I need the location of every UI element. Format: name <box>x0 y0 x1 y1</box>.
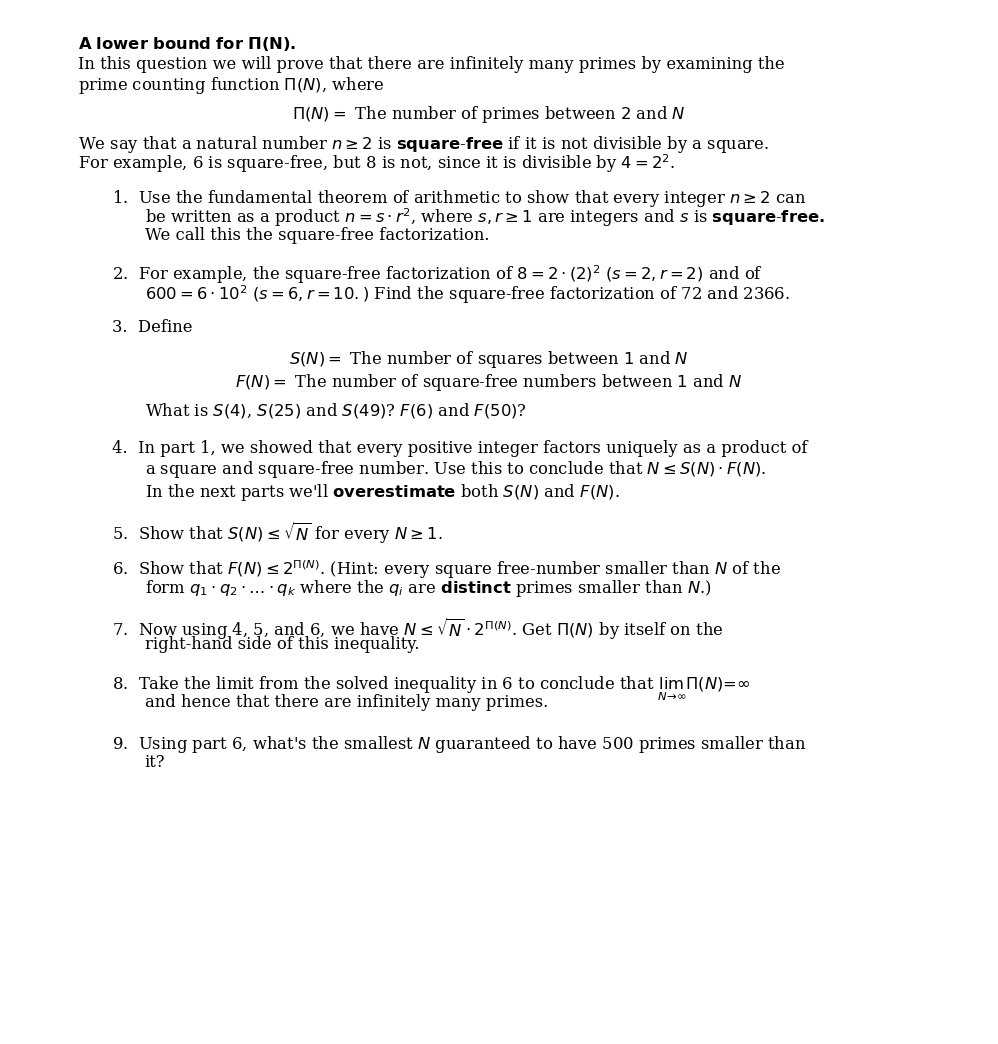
Text: $600 = 6 \cdot 10^2$ $(s = 6, r = 10.)$ Find the square-free factorization of 72: $600 = 6 \cdot 10^2$ $(s = 6, r = 10.)$ … <box>145 283 789 306</box>
Text: 2.  For example, the square-free factorization of $8 = 2 \cdot (2)^2$ $(s = 2, r: 2. For example, the square-free factoriz… <box>113 263 763 286</box>
Text: $S(N) = $ The number of squares between $1$ and $N$: $S(N) = $ The number of squares between … <box>288 349 689 370</box>
Text: and hence that there are infinitely many primes.: and hence that there are infinitely many… <box>145 694 548 711</box>
Text: $\Pi(N) = $ The number of primes between $2$ and $N$: $\Pi(N) = $ The number of primes between… <box>291 104 686 125</box>
Text: form $q_1 \cdot q_2 \cdot \ldots \cdot q_k$ where the $q_i$ are $\mathbf{distinc: form $q_1 \cdot q_2 \cdot \ldots \cdot q… <box>145 578 712 599</box>
Text: 3.  Define: 3. Define <box>113 319 193 336</box>
Text: it?: it? <box>145 754 165 770</box>
Text: 8.  Take the limit from the solved inequality in 6 to conclude that $\lim_{N \to: 8. Take the limit from the solved inequa… <box>113 674 750 703</box>
Text: In this question we will prove that there are infinitely many primes by examinin: In this question we will prove that ther… <box>78 56 784 73</box>
Text: We call this the square-free factorization.: We call this the square-free factorizati… <box>145 227 489 243</box>
Text: right-hand side of this inequality.: right-hand side of this inequality. <box>145 636 419 652</box>
Text: What is $S(4)$, $S(25)$ and $S(49)$? $F(6)$ and $F(50)$?: What is $S(4)$, $S(25)$ and $S(49)$? $F(… <box>145 401 526 420</box>
Text: 9.  Using part 6, what's the smallest $N$ guaranteed to have 500 primes smaller : 9. Using part 6, what's the smallest $N$… <box>113 734 806 755</box>
Text: $F(N) = $ The number of square-free numbers between $1$ and $N$: $F(N) = $ The number of square-free numb… <box>235 372 743 393</box>
Text: 4.  In part 1, we showed that every positive integer factors uniquely as a produ: 4. In part 1, we showed that every posit… <box>113 440 807 456</box>
Text: prime counting function $\Pi(N)$, where: prime counting function $\Pi(N)$, where <box>78 75 385 96</box>
Text: 6.  Show that $F(N) \leq 2^{\Pi(N)}$. (Hint: every square free-number smaller th: 6. Show that $F(N) \leq 2^{\Pi(N)}$. (Hi… <box>113 559 781 582</box>
Text: 1.  Use the fundamental theorem of arithmetic to show that every integer $n \geq: 1. Use the fundamental theorem of arithm… <box>113 188 806 209</box>
Text: 5.  Show that $S(N) \leq \sqrt{N}$ for every $N \geq 1$.: 5. Show that $S(N) \leq \sqrt{N}$ for ev… <box>113 520 443 546</box>
Text: $\mathbf{A\ lower\ bound\ for\ }$$\mathbf{\Pi}$$\mathbf{(N).}$: $\mathbf{A\ lower\ bound\ for\ }$$\mathb… <box>78 35 296 53</box>
Text: a square and square-free number. Use this to conclude that $N \leq S(N) \cdot F(: a square and square-free number. Use thi… <box>145 459 766 480</box>
Text: 7.  Now using 4, 5, and 6, we have $N \leq \sqrt{N} \cdot 2^{\Pi(N)}$. Get $\Pi(: 7. Now using 4, 5, and 6, we have $N \le… <box>113 616 724 642</box>
Text: In the next parts we'll $\mathbf{overestimate}$ both $S(N)$ and $F(N)$.: In the next parts we'll $\mathbf{overest… <box>145 482 620 503</box>
Text: For example, 6 is square-free, but 8 is not, since it is divisible by $4 = 2^2$.: For example, 6 is square-free, but 8 is … <box>78 152 676 175</box>
Text: We say that a natural number $n \geq 2$ is $\mathbf{square}$-$\mathbf{free}$ if : We say that a natural number $n \geq 2$ … <box>78 134 769 155</box>
Text: be written as a product $n = s \cdot r^2$, where $s, r \geq 1$ are integers and : be written as a product $n = s \cdot r^2… <box>145 207 824 230</box>
